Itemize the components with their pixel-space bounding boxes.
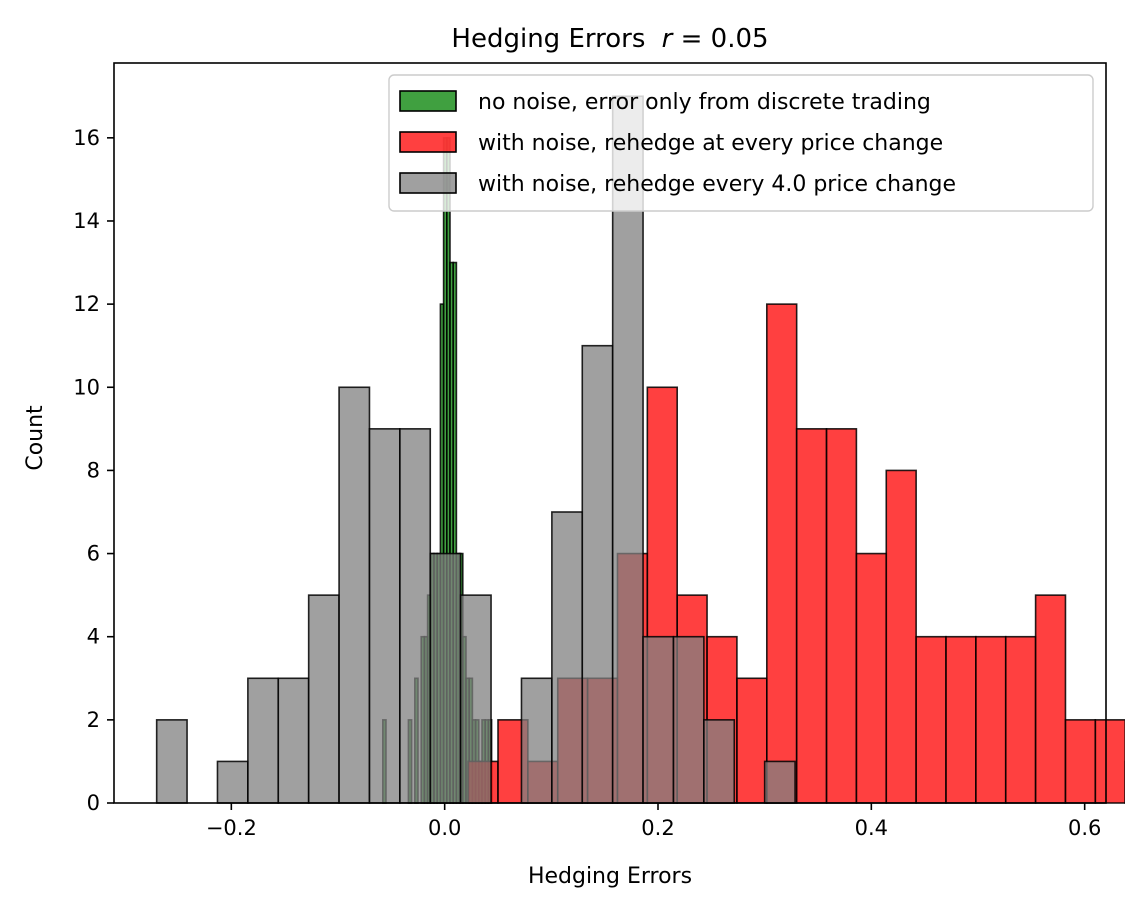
y-tick-label: 8 [87,458,100,482]
legend-swatch [399,90,457,112]
histogram-bar [1004,635,1037,804]
histogram-bar [368,428,401,804]
y-tick-label: 16 [73,126,100,150]
legend-box [388,74,1094,212]
histogram-bar [975,635,1007,804]
y-tick-label: 4 [87,625,100,649]
histogram-bar [1034,594,1067,804]
bars-layer [155,95,1125,804]
legend-entry-label: no noise, error only from discrete tradi… [478,90,931,115]
histogram-bar [642,635,675,804]
histogram-bar [765,303,798,804]
histogram-bar [1094,719,1125,804]
y-tick-label: 14 [73,209,100,233]
x-tick-label: −0.2 [206,816,257,840]
histogram-bar [429,552,462,804]
histogram-bar [155,719,188,804]
legend: no noise, error only from discrete tradi… [388,74,1094,212]
axes-layer: −0.2 0.0 0.2 0.4 0.6 0 2 4 6 8 10 12 14 16 [73,126,1101,840]
y-axis-label: Count [23,405,48,471]
histogram-bar [247,677,280,804]
histogram-bar [945,635,977,804]
histogram-bar [459,594,492,804]
chart-title-text: Hedging Errors [451,24,645,54]
legend-entry-label: with noise, rehedge at every price chang… [478,131,943,156]
histogram-bar [825,428,858,804]
y-tick-label: 12 [73,292,100,316]
histogram-bar [520,677,553,804]
histogram-bar [763,760,796,804]
x-axis-label: Hedging Errors [528,864,692,889]
histogram-bar [1064,719,1097,804]
legend-swatch [399,172,457,194]
histogram-bar [581,344,614,804]
chart-title: Hedging Errors r = 0.05 [451,24,768,54]
histogram-bar [795,428,828,804]
y-tick-label: 2 [87,708,100,732]
series-2-bars [155,95,796,804]
chart-title-value: = 0.05 [681,24,769,54]
x-tick-label: 0.4 [855,816,888,840]
histogram-bar [551,511,584,804]
histogram-bar [915,635,947,804]
histogram-bar [672,635,705,804]
histogram-bar [216,760,249,804]
x-tick-label: 0.2 [641,816,674,840]
histogram-bar [307,594,340,804]
legend-swatch [399,131,457,153]
histogram-bar [736,677,768,804]
x-tick-label: 0.6 [1068,816,1101,840]
y-tick-label: 6 [87,542,100,566]
legend-entry-label: with noise, rehedge every 4.0 price chan… [478,172,956,197]
histogram-bar [885,469,917,804]
chart-title-variable: r [662,24,675,54]
histogram-bar [338,386,371,804]
y-tick-label: 10 [73,375,100,399]
y-tick-label: 0 [87,791,100,815]
histogram-bar [855,552,888,804]
histogram-bar [277,677,310,804]
x-tick-label: 0.0 [428,816,461,840]
histogram-bar [399,428,432,804]
plot-frame [113,62,1107,804]
histogram-bar [703,719,736,804]
